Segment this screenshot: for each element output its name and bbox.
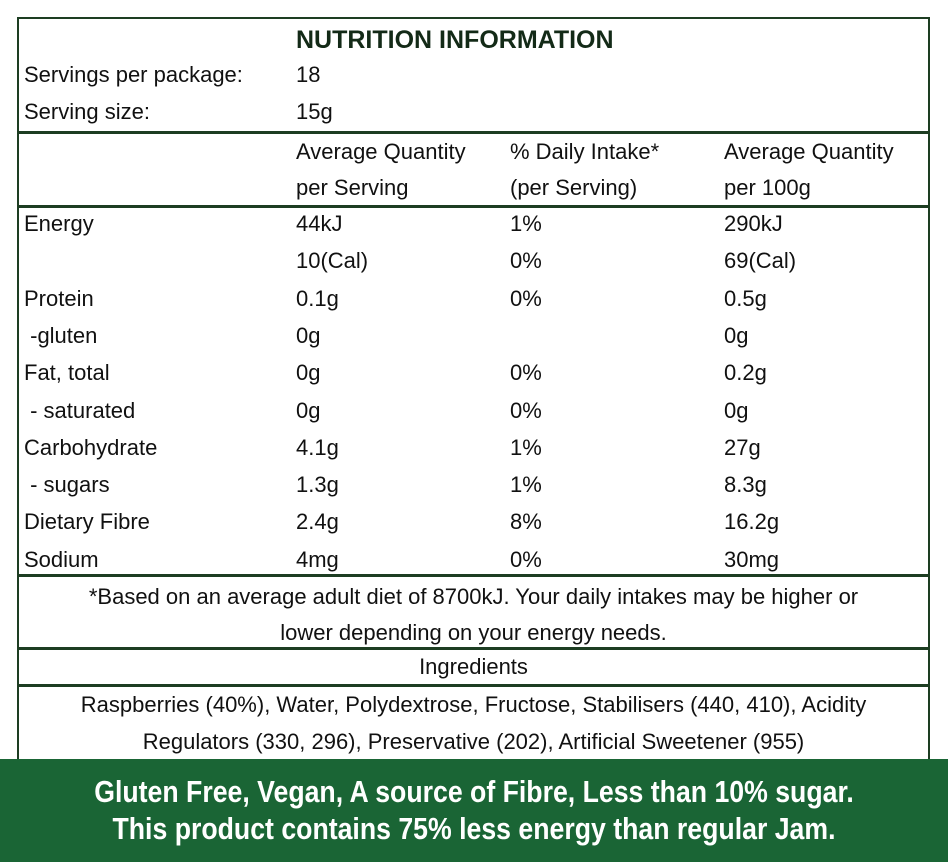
nutrient-di: 0% xyxy=(510,285,542,311)
banner-line1: Gluten Free, Vegan, A source of Fibre, L… xyxy=(94,774,854,809)
nutrient-name: Fat, total xyxy=(24,360,110,386)
nutrient-per100: 27g xyxy=(724,434,761,460)
nutrient-per100: 0g xyxy=(724,322,749,348)
divider xyxy=(17,684,930,687)
nutrient-serving: 2.4g xyxy=(296,509,339,535)
divider xyxy=(17,574,930,577)
nutrient-name: Dietary Fibre xyxy=(24,509,150,535)
nutrient-serving: 0g xyxy=(296,322,321,348)
nutrient-di: 1% xyxy=(510,434,542,460)
nutrient-name: - sugars xyxy=(24,472,110,498)
nutrient-serving: 0g xyxy=(296,360,321,386)
nutrient-di: 0% xyxy=(510,248,542,274)
nutrient-di: 0% xyxy=(510,397,542,423)
nutrient-per100: 0.2g xyxy=(724,360,767,386)
serving-size-label: Serving size: xyxy=(24,99,150,124)
nutrient-per100: 0g xyxy=(724,397,749,423)
panel-title: NUTRITION INFORMATION xyxy=(296,26,614,54)
nutrient-per100: 30mg xyxy=(724,546,780,572)
nutrient-di: 1% xyxy=(510,211,542,236)
nutrient-serving: 0g xyxy=(296,397,321,423)
ingredients-line1: Raspberries (40%), Water, Polydextrose, … xyxy=(80,692,867,717)
nutrient-di: 0% xyxy=(510,360,542,386)
nutrient-name: Sodium xyxy=(24,546,99,572)
nutrient-name: Carbohydrate xyxy=(24,434,158,460)
header-daily-intake: % Daily Intake* xyxy=(510,139,660,164)
servings-value: 18 xyxy=(296,62,321,87)
nutrient-name: Energy xyxy=(24,211,94,236)
nutrient-per100: 290kJ xyxy=(724,211,783,236)
nutrient-di: 8% xyxy=(510,509,542,535)
nutrient-serving: 44kJ xyxy=(296,211,343,236)
nutrient-serving: 4.1g xyxy=(296,434,339,460)
header-per-100g-sub: per 100g xyxy=(724,175,811,200)
divider xyxy=(17,647,930,650)
claims-banner: Gluten Free, Vegan, A source of Fibre, L… xyxy=(0,759,948,862)
nutrient-serving: 4mg xyxy=(296,546,339,572)
nutrient-per100: 0.5g xyxy=(724,285,767,311)
nutrient-per100: 16.2g xyxy=(724,509,780,535)
header-per-serving: Average Quantity xyxy=(296,139,466,164)
nutrient-per100: 8.3g xyxy=(724,472,767,498)
divider xyxy=(17,131,930,134)
divider xyxy=(17,205,930,208)
nutrient-di: 1% xyxy=(510,472,542,498)
serving-size-value: 15g xyxy=(296,99,333,124)
footnote-line2: lower depending on your energy needs. xyxy=(280,620,667,645)
nutrient-per100: 69(Cal) xyxy=(724,248,797,274)
servings-label: Servings per package: xyxy=(24,62,243,87)
nutrient-name: -gluten xyxy=(24,322,98,348)
footnote-line1: *Based on an average adult diet of 8700k… xyxy=(88,584,859,609)
ingredients-line2: Regulators (330, 296), Preservative (202… xyxy=(142,729,805,754)
header-per-serving-sub: per Serving xyxy=(296,175,409,200)
banner-line2: This product contains 75% less energy th… xyxy=(112,811,836,846)
nutrient-serving: 10(Cal) xyxy=(296,248,369,274)
ingredients-heading: Ingredients xyxy=(419,654,528,679)
header-per-100g: Average Quantity xyxy=(724,139,894,164)
nutrient-name: Protein xyxy=(24,285,94,311)
nutrient-serving: 0.1g xyxy=(296,285,339,311)
nutrient-name: - saturated xyxy=(24,397,136,423)
nutrient-di: 0% xyxy=(510,546,542,572)
nutrient-serving: 1.3g xyxy=(296,472,339,498)
header-daily-intake-sub: (per Serving) xyxy=(510,175,638,200)
